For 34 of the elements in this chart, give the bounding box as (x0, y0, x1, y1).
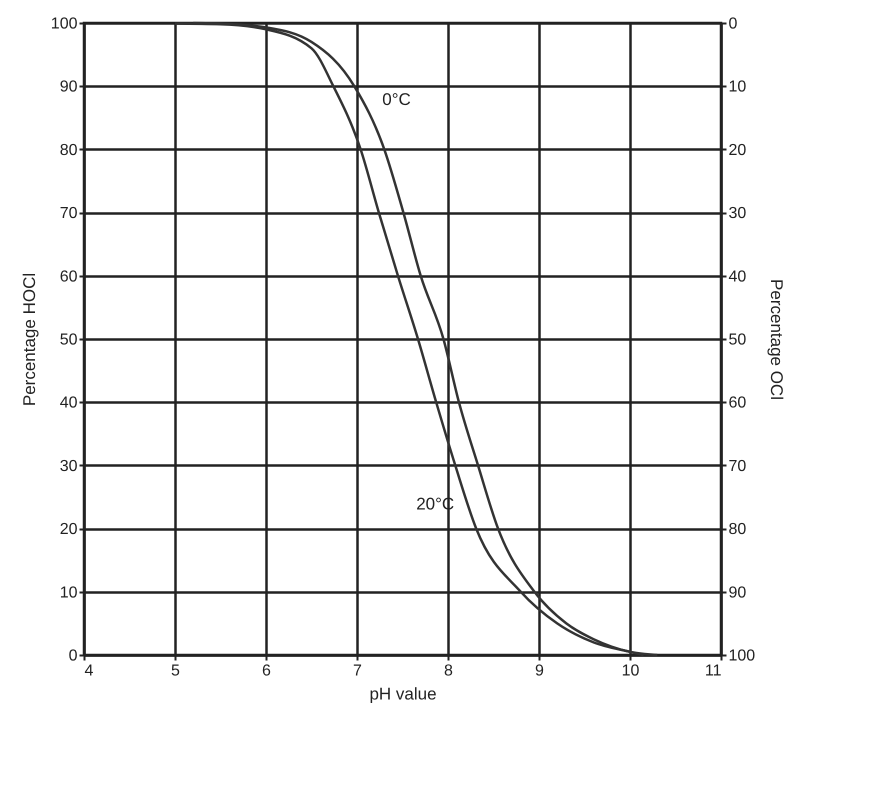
x-tick-label: 4 (84, 662, 94, 680)
y2-tick-label: 10 (728, 78, 746, 96)
y2-tick-label: 60 (728, 394, 746, 412)
y-tick-label: 0 (68, 648, 78, 664)
y2-axis-title: Percentage OCl (767, 279, 786, 400)
y-tick-label: 30 (60, 458, 78, 475)
y-tick-label: 20 (60, 521, 78, 538)
y2-tick-label: 20 (728, 142, 746, 159)
y2-tick-label: 40 (728, 268, 746, 286)
y2-tick-label: 0 (728, 16, 738, 32)
y-tick-label: 40 (60, 394, 78, 412)
y2-tick-label: 30 (728, 205, 746, 222)
y2-tick-label: 50 (728, 332, 746, 348)
x-axis-title: pH value (369, 684, 437, 704)
y2-tick-label: 70 (728, 458, 746, 475)
y-tick-label: 60 (60, 268, 78, 286)
y-tick-label: 70 (60, 205, 78, 222)
x-tick-label: 9 (535, 662, 544, 680)
series-label: 0°C (382, 90, 411, 110)
x-tick-label: 7 (353, 662, 362, 680)
y2-tick-label: 80 (728, 521, 746, 538)
y2-tick-label: 100 (728, 648, 756, 664)
y-tick-label: 90 (60, 78, 78, 96)
x-tick-label: 6 (262, 662, 272, 680)
y-axis-title: Percentage HOCl (20, 272, 39, 406)
x-tick-label: 5 (171, 662, 180, 680)
y-tick-label: 100 (50, 16, 78, 32)
y2-tick-label: 90 (728, 584, 746, 602)
y-tick-label: 10 (60, 584, 78, 602)
y-tick-label: 50 (60, 332, 78, 348)
x-tick-label: 10 (622, 662, 640, 680)
x-tick-label: 11 (704, 662, 722, 680)
x-tick-label: 8 (444, 662, 454, 680)
y-tick-label: 80 (60, 142, 78, 159)
